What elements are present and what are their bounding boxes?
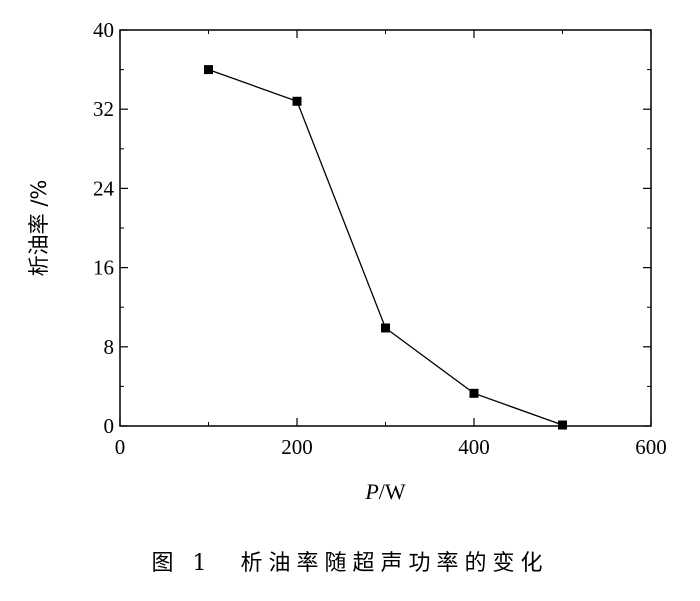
plot-frame xyxy=(119,29,652,427)
data-point xyxy=(381,323,390,333)
x-tick-label: 600 xyxy=(635,435,667,459)
ticks: 0 200 400 600 0 8 16 24 32 40 xyxy=(93,18,667,459)
axes xyxy=(119,29,652,427)
y-tick-label: 24 xyxy=(93,176,115,200)
data-point xyxy=(558,420,567,430)
data-point xyxy=(204,65,213,75)
y-tick-label: 40 xyxy=(93,18,114,42)
y-tick-label: 32 xyxy=(93,97,114,121)
y-axis-title: 析油率 /% xyxy=(27,180,51,277)
y-tick-label: 0 xyxy=(104,414,115,438)
data-point xyxy=(469,388,479,398)
x-tick-label: 0 xyxy=(115,435,126,459)
y-tick-label: 8 xyxy=(104,335,115,359)
x-axis-title-variable: P xyxy=(364,479,378,504)
series-line xyxy=(208,68,563,426)
x-axis-title: P/W xyxy=(364,479,406,504)
x-axis-title-unit: /W xyxy=(379,479,406,504)
x-tick-label: 400 xyxy=(458,435,490,459)
series xyxy=(204,65,567,430)
data-point xyxy=(292,96,302,106)
y-tick-label: 16 xyxy=(93,256,114,280)
x-tick-label: 200 xyxy=(281,435,313,459)
figure-caption: 图 1 析油率随超声功率的变化 xyxy=(151,551,549,576)
